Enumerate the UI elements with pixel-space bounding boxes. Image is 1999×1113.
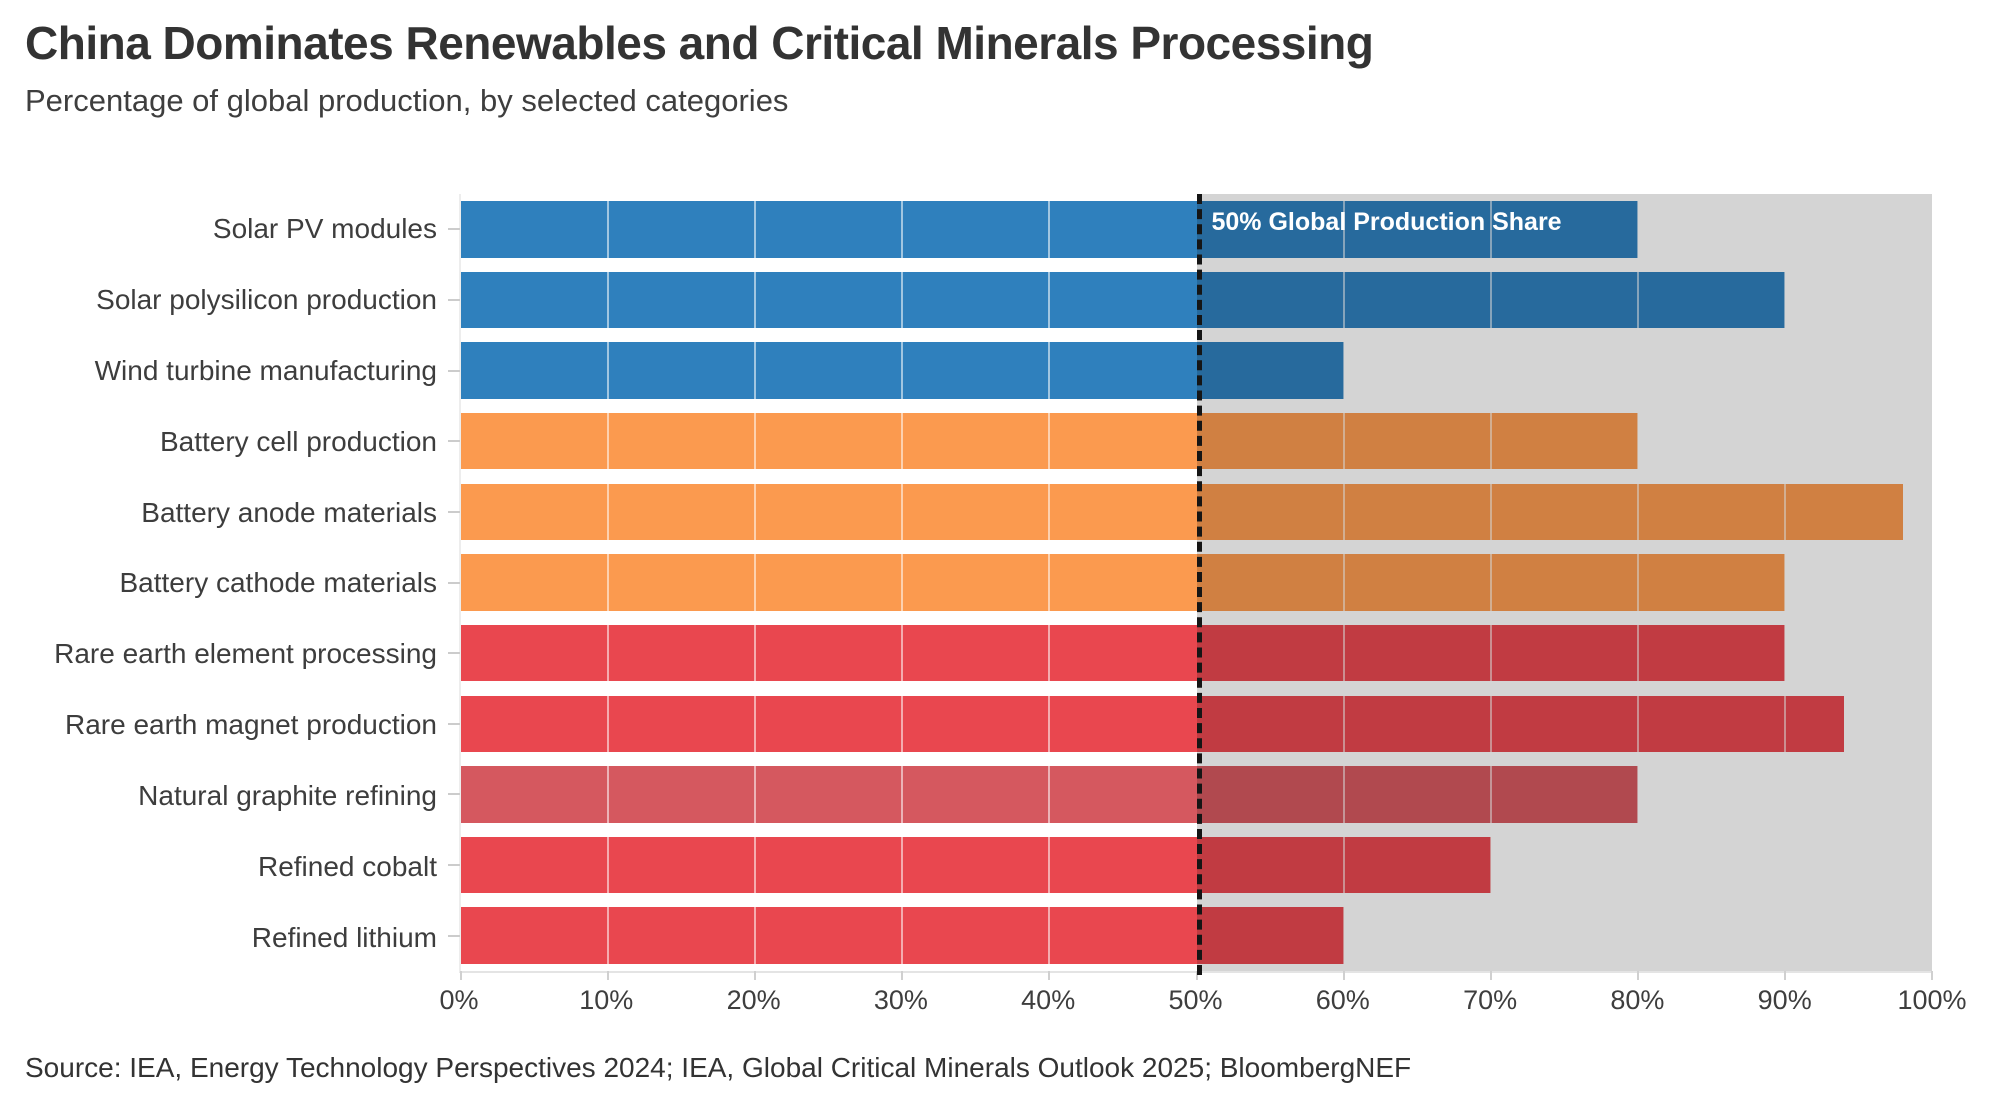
x-axis-labels: 0% 10% 20% 30% 40% 50% 60% 70% 80% 90% 100% [439,985,1966,1025]
y-tick-mark [448,722,460,725]
x-tick-label: 30% [873,985,928,1015]
x-tick-mark [1636,971,1639,980]
category-label: Rare earth magnet production [65,709,437,741]
over-50-shade-band [1196,194,1932,971]
x-tick-label: 90% [1757,985,1812,1015]
x-tick-mark [460,971,462,980]
y-tick-mark [448,228,460,231]
x-tick-mark [1931,971,1933,980]
category-label: Refined lithium [251,921,437,953]
category-label: Natural graphite refining [138,779,437,811]
gridline [901,194,904,971]
x-tick-mark [1195,971,1198,980]
category-label: Solar polysilicon production [96,284,437,316]
x-tick-mark [754,971,757,980]
x-tick-label: 0% [439,985,479,1015]
gridline [1048,194,1051,971]
category-label: Solar PV modules [212,213,437,245]
x-tick-label: 100% [1897,985,1967,1015]
y-tick-mark [448,510,460,513]
reference-line-label: 50% Global Production Share [1211,208,1562,236]
x-tick-mark [1048,971,1051,980]
bar-chart: Solar PV modules Solar polysilicon produc… [0,194,1999,980]
category-label: Rare earth element processing [54,638,437,670]
x-tick-label: 20% [726,985,781,1015]
y-tick-mark [448,652,460,655]
x-tick-label: 70% [1463,985,1518,1015]
category-label: Wind turbine manufacturing [94,355,437,387]
x-tick-label: 80% [1610,985,1665,1015]
gridline [754,194,757,971]
x-tick-label: 40% [1021,985,1076,1015]
chart-title: China Dominates Renewables and Critical … [25,17,1374,69]
x-tick-label: 50% [1168,985,1223,1015]
y-tick-mark [448,793,460,796]
x-tick-label: 60% [1315,985,1370,1015]
x-tick-mark [901,971,904,980]
chart-subtitle: Percentage of global production, by sele… [25,83,789,118]
y-tick-mark [448,369,460,372]
gridline [607,194,610,971]
source-note: Source: IEA, Energy Technology Perspecti… [25,1052,1412,1083]
y-tick-mark [448,298,460,301]
x-tick-label: 10% [579,985,634,1015]
category-label: Battery cathode materials [119,567,438,599]
fifty-percent-reference-line [1196,194,1202,975]
y-tick-mark [448,440,460,443]
category-label: Refined cobalt [257,850,437,882]
y-tick-mark [448,581,460,584]
y-tick-mark [448,934,460,937]
x-tick-mark [1783,971,1786,980]
x-tick-mark [1342,971,1345,980]
category-axis: Solar PV modules Solar polysilicon produc… [0,194,437,973]
x-tick-mark [607,971,610,980]
category-label: Battery anode materials [141,496,437,528]
plot-area: 50% Global Production Share [448,194,1933,980]
x-tick-mark [1489,971,1492,980]
category-label: Battery cell production [159,425,437,457]
y-tick-mark [448,864,460,867]
